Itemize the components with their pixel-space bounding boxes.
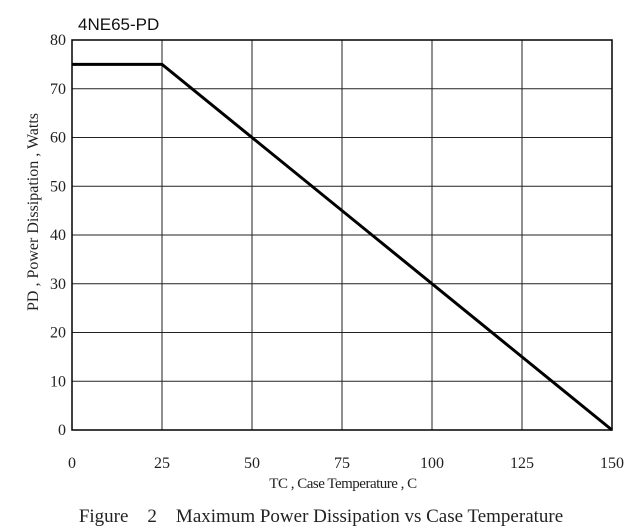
figure-caption: Figure 2 Maximum Power Dissipation vs Ca…: [79, 506, 563, 527]
series-line: [72, 62, 613, 432]
x-tick-label-0: 0: [68, 455, 76, 472]
x-axis-label: TC , Case Temperature , C: [269, 476, 417, 492]
y-tick-label-3: 30: [50, 276, 66, 293]
y-tick-label-8: 80: [50, 32, 66, 49]
x-tick-label-5: 125: [510, 455, 534, 472]
x-tick-label-6: 150: [600, 455, 624, 472]
plot-frame: [71, 39, 613, 431]
x-tick-label-2: 50: [244, 455, 260, 472]
y-tick-label-2: 20: [50, 325, 66, 342]
y-axis-label: PD , Power Dissipation , Watts: [25, 113, 42, 311]
y-tick-label-6: 60: [50, 130, 66, 147]
x-tick-label-3: 75: [334, 455, 350, 472]
x-tick-labels: 0 25 50 75 100 125 150: [68, 455, 624, 472]
y-tick-label-4: 40: [50, 227, 66, 244]
x-tick-label-4: 100: [420, 455, 444, 472]
y-tick-label-1: 10: [50, 373, 66, 390]
chart-title: 4NE65-PD: [78, 15, 159, 34]
y-tick-label-7: 70: [50, 81, 66, 98]
x-tick-label-1: 25: [154, 455, 170, 472]
y-tick-labels: 0 10 20 30 40 50 60 70 80: [50, 32, 66, 439]
grid-lines: [71, 39, 613, 431]
y-tick-label-5: 50: [50, 178, 66, 195]
y-tick-label-0: 0: [58, 422, 66, 439]
